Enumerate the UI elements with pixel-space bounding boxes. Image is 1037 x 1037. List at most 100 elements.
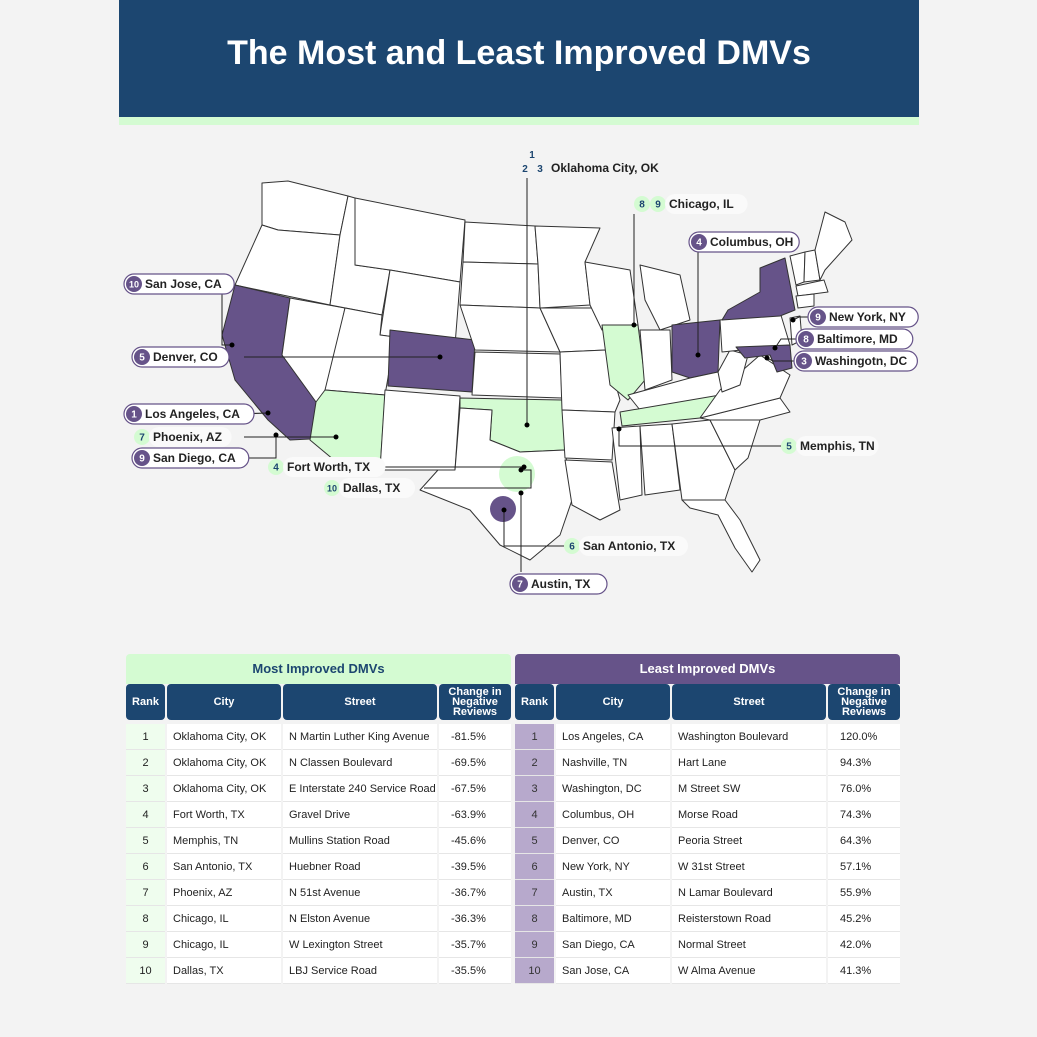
city-cell: Nashville, TN bbox=[556, 750, 670, 776]
city-cell: Phoenix, AZ bbox=[167, 880, 281, 906]
change-cell: -36.7% bbox=[439, 880, 511, 906]
city-label: Baltimore, MD bbox=[817, 332, 898, 346]
rank-marker-bg bbox=[650, 196, 666, 212]
callout-baltimore-md: 88Baltimore, MD bbox=[772, 328, 914, 351]
rank-marker: 2 bbox=[522, 164, 528, 175]
city-cell: Oklahoma City, OK bbox=[167, 776, 281, 802]
label-pill bbox=[509, 573, 608, 595]
state-louisiana bbox=[564, 459, 621, 521]
least-improved-table: Least Improved DMVs Rank City Street Cha… bbox=[513, 654, 902, 984]
change-cell: -45.6% bbox=[439, 828, 511, 854]
city-label: Washingotn, DC bbox=[815, 354, 908, 368]
street-cell: Huebner Road bbox=[283, 854, 437, 880]
city-label: Denver, CO bbox=[153, 350, 218, 364]
table-row: 2 Oklahoma City, OK N Classen Boulevard -69… bbox=[126, 750, 511, 776]
rank-marker-bg bbox=[564, 538, 580, 554]
city-cell: Denver, CO bbox=[556, 828, 670, 854]
change-cell: -63.9% bbox=[439, 802, 511, 828]
label-pill bbox=[283, 457, 386, 477]
rank-cell: 4 bbox=[515, 802, 554, 828]
label-pill bbox=[339, 478, 415, 498]
rank-cell: 9 bbox=[126, 932, 165, 958]
rank-marker: 7 bbox=[517, 580, 523, 591]
texas-dfw-region bbox=[499, 456, 535, 492]
street-cell: Gravel Drive bbox=[283, 802, 437, 828]
rank-marker-bg bbox=[126, 276, 142, 292]
city-cell: Chicago, IL bbox=[167, 906, 281, 932]
callout-denver-co: 55Denver, CO bbox=[131, 346, 443, 368]
label-pill bbox=[793, 350, 919, 372]
callout-san-jose-ca: 1010San Jose, CA bbox=[123, 273, 235, 348]
location-dot bbox=[501, 507, 507, 513]
rank-marker: 5 bbox=[139, 353, 145, 364]
rank-marker: 8 bbox=[639, 200, 645, 211]
rank-marker-bg bbox=[691, 234, 707, 250]
state-vermont bbox=[789, 251, 806, 286]
rank-marker-bg bbox=[781, 438, 797, 454]
table-row: 3 Oklahoma City, OK E Interstate 240 Servi… bbox=[126, 776, 511, 802]
street-cell: N 51st Avenue bbox=[283, 880, 437, 906]
rank-marker: 6 bbox=[569, 542, 575, 553]
rank-cell: 5 bbox=[515, 828, 554, 854]
city-label: San Antonio, TX bbox=[583, 539, 675, 553]
rank-cell: 6 bbox=[515, 854, 554, 880]
table-row: 6 New York, NY W 31st Street 57.1% bbox=[515, 854, 900, 880]
city-label: Austin, TX bbox=[531, 577, 590, 591]
state-kansas bbox=[471, 351, 563, 399]
rank-cell: 6 bbox=[126, 854, 165, 880]
state-missouri bbox=[559, 349, 621, 413]
state-texas bbox=[419, 407, 573, 561]
city-cell: Los Angeles, CA bbox=[556, 724, 670, 750]
rank-marker: 3 bbox=[537, 164, 543, 175]
rank-cell: 10 bbox=[515, 958, 554, 984]
col-street: Street bbox=[283, 684, 437, 720]
city-label: Fort Worth, TX bbox=[287, 460, 370, 474]
rank-marker: 1 bbox=[131, 410, 137, 421]
state-massachusetts bbox=[795, 279, 829, 297]
street-cell: Morse Road bbox=[672, 802, 826, 828]
rank-marker: 4 bbox=[696, 238, 702, 249]
rank-cell: 2 bbox=[126, 750, 165, 776]
change-cell: 64.3% bbox=[828, 828, 900, 854]
state-west-virginia bbox=[717, 349, 749, 393]
label-pill bbox=[149, 427, 232, 447]
rank-marker-bg bbox=[798, 331, 814, 347]
col-change: Change in Negative Reviews bbox=[828, 684, 900, 720]
rank-marker: 9 bbox=[655, 200, 661, 211]
callout-new-york-ny: 99New York, NY bbox=[790, 306, 919, 328]
table-row: 9 San Diego, CA Normal Street 42.0% bbox=[515, 932, 900, 958]
location-dot bbox=[631, 322, 637, 328]
change-cell: 45.2% bbox=[828, 906, 900, 932]
change-cell: 42.0% bbox=[828, 932, 900, 958]
state-new-mexico bbox=[379, 389, 461, 471]
page-title: The Most and Least Improved DMVs bbox=[227, 34, 811, 72]
change-cell: 41.3% bbox=[828, 958, 900, 984]
city-cell: Memphis, TN bbox=[167, 828, 281, 854]
city-cell: Oklahoma City, OK bbox=[167, 724, 281, 750]
city-cell: Baltimore, MD bbox=[556, 906, 670, 932]
callout-oklahoma-city-ok: 12 3 Oklahoma City, OK bbox=[522, 150, 659, 428]
location-dot bbox=[273, 432, 279, 438]
rank-marker: 1 bbox=[529, 150, 535, 161]
label-pill bbox=[131, 346, 230, 368]
street-cell: W Lexington Street bbox=[283, 932, 437, 958]
street-cell: W Alma Avenue bbox=[672, 958, 826, 984]
callout-dallas-tx: 10 Dallas, TX bbox=[324, 467, 532, 498]
street-cell: E Interstate 240 Service Road bbox=[283, 776, 437, 802]
street-cell: Washington Boulevard bbox=[672, 724, 826, 750]
city-cell: New York, NY bbox=[556, 854, 670, 880]
change-cell: 76.0% bbox=[828, 776, 900, 802]
callout-washingotn-dc: 33Washingotn, DC bbox=[764, 350, 919, 372]
label-pill bbox=[579, 536, 688, 556]
rank-marker: 9 bbox=[139, 454, 145, 465]
street-cell: N Lamar Boulevard bbox=[672, 880, 826, 906]
table-row: 1 Oklahoma City, OK N Martin Luther King A… bbox=[126, 724, 511, 750]
location-dot bbox=[790, 317, 796, 323]
state-ohio bbox=[671, 319, 721, 379]
location-dot bbox=[265, 410, 271, 416]
change-cell: -81.5% bbox=[439, 724, 511, 750]
rank-marker-bg bbox=[512, 576, 528, 592]
most-improved-table: Most Improved DMVs Rank City Street Chan… bbox=[124, 654, 513, 984]
col-rank: Rank bbox=[126, 684, 165, 720]
rank-marker: 9 bbox=[815, 313, 821, 324]
